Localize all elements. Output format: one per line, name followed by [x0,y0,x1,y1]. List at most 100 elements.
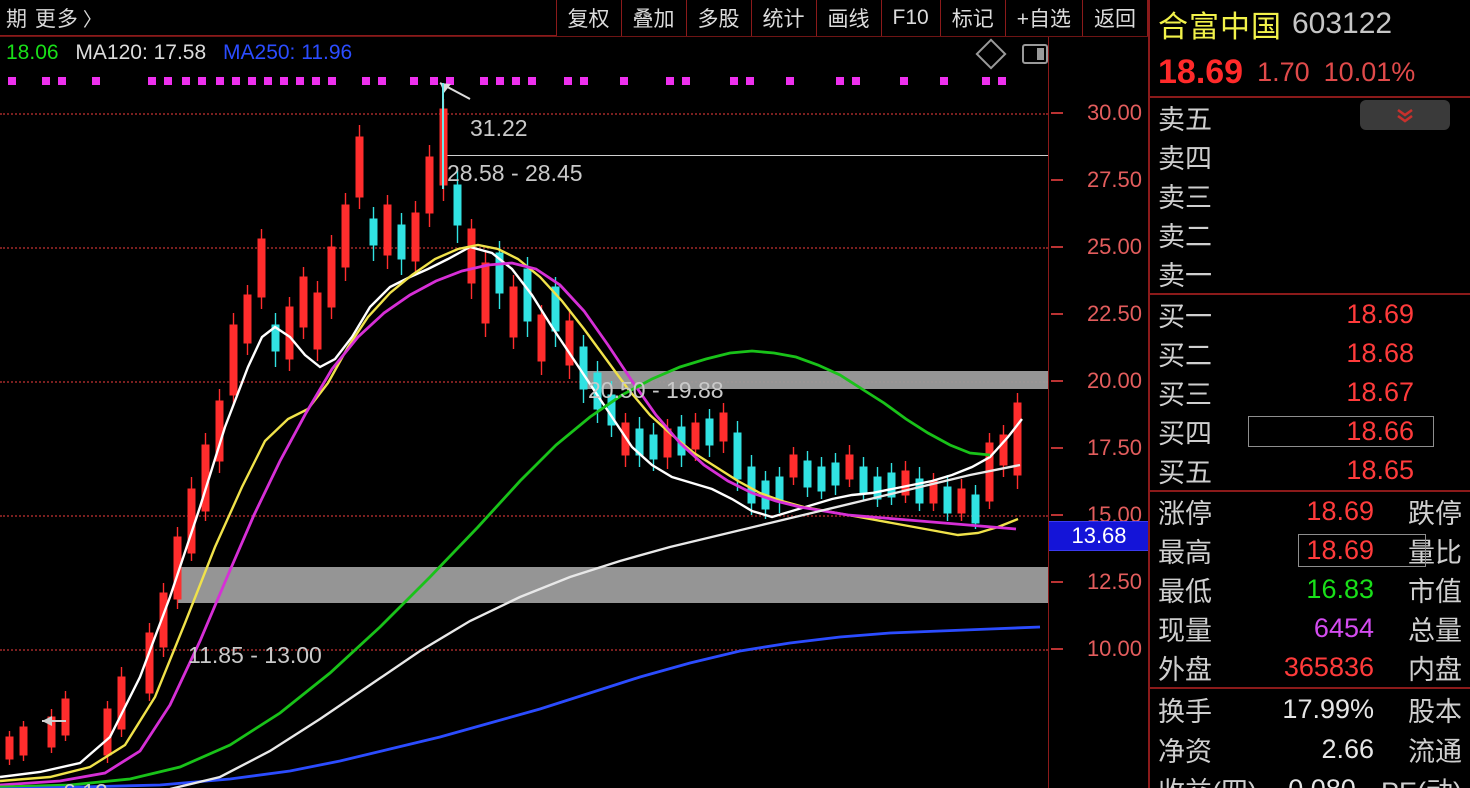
price-change-pct: 10.01% [1323,56,1416,87]
base-price-arrow-icon [42,716,66,726]
gridline-25 [0,247,1048,249]
price-tick-25: 25.00 [1086,234,1142,259]
order-row-sell5[interactable]: 卖五 [1150,98,1470,137]
toolbar-button-back[interactable]: 返回 [1082,0,1148,36]
stat-label-limit-down: 跌停 [1408,499,1462,529]
anno-peak-target: 31.22 [470,115,528,141]
stat-value-eps: -0.080 [1279,774,1364,788]
gridline-20 [0,381,1048,383]
ma-line-blue-ma250 [0,625,1041,788]
order-row-sell1[interactable]: 卖一 [1150,254,1470,293]
order-label-sell4: 卖四 [1158,144,1212,174]
order-row-sell3[interactable]: 卖三 [1150,176,1470,215]
price-tick-2250: 22.50 [1086,301,1142,326]
gridline-15 [0,515,1048,517]
stat-label-low: 最低 [1158,577,1212,607]
stock-title[interactable]: 合富中国 603122 [1150,0,1470,48]
chevron-right-icon: 〉 [82,9,103,31]
order-label-buy5: 买五 [1158,458,1212,488]
quote-panel: 合富中国 603122 18.69 1.70 10.01% 卖五 卖四 [1148,0,1470,788]
order-book-buy: 买一 18.69 买二 18.68 买三 18.67 买四 18.66 买五 1… [1150,295,1470,492]
stat-label-net-assets: 净资 [1158,736,1212,767]
stat-value-turnover: 17.99% [1282,693,1374,724]
stat-value-outer: 365836 [1283,652,1374,682]
stock-name: 合富中国 [1158,11,1282,44]
ma-line-white-long-ma120 [169,463,1021,788]
order-label-buy3: 买三 [1158,380,1212,410]
stat-row-high[interactable]: 最高 18.69 量比 [1150,531,1470,570]
toolbar-button-fuquan[interactable]: 复权 [555,0,621,36]
price-tick-1750: 17.50 [1086,435,1142,460]
stat-label-high: 最高 [1158,538,1212,568]
stat-value-low: 16.83 [1306,574,1374,604]
stat-row-current-volume[interactable]: 现量 6454 总量 [1150,609,1470,648]
stat-label-market-cap: 市值 [1408,577,1462,607]
stat-value-limit-up: 18.69 [1306,496,1374,526]
ma-line-magenta [0,261,1017,787]
order-row-sell4[interactable]: 卖四 [1150,137,1470,176]
toolbar-button-f10[interactable]: F10 [880,0,940,36]
order-row-buy2[interactable]: 买二 18.68 [1150,334,1470,373]
kline-series [0,82,1041,788]
order-row-sell2[interactable]: 卖二 [1150,215,1470,254]
marker-dot-row [0,77,1048,87]
collapse-button[interactable] [1360,100,1450,130]
stat-highlight-box [1298,534,1426,567]
stat-row-limit[interactable]: 涨停 18.69 跌停 [1150,492,1470,531]
quote-statistics: 涨停 18.69 跌停 最高 18.69 量比 最低 16.83 市值 现量 6… [1150,492,1470,689]
kline-chart[interactable]: 18.06 MA120: 17.58 MA250: 11.96 [0,36,1148,788]
stat-row-net-assets[interactable]: 净资 2.66 流通 [1150,729,1470,769]
toolbar-button-huaxian[interactable]: 画线 [815,0,881,36]
toolbar-left-label[interactable]: 期 更多 〉 [6,0,103,36]
toolbar-button-tongji[interactable]: 统计 [750,0,816,36]
stat-label-limit-up: 涨停 [1158,499,1212,529]
price-tick-2750: 27.50 [1086,167,1142,192]
diamond-icon[interactable] [975,38,1007,70]
order-price-buy3: 18.67 [1346,377,1414,407]
order-price-buy2: 18.68 [1346,338,1414,368]
toolbar-buttons: 复权 叠加 多股 统计 画线 F10 标记 +自选 返回 [555,0,1148,36]
current-price-marker: 13.68 [1049,521,1148,551]
last-price: 18.69 [1158,52,1244,91]
annotation-arrow-icon [439,82,471,100]
price-tick-20: 20.00 [1086,368,1142,393]
toolbar-button-duogu[interactable]: 多股 [685,0,751,36]
toolbar-button-add-watchlist[interactable]: +自选 [1004,0,1082,36]
stat-value-net-assets: 2.66 [1321,733,1374,764]
price-tick-30: 30.00 [1086,100,1142,125]
gridline-30 [0,113,1048,115]
order-row-buy4[interactable]: 买四 18.66 [1150,412,1470,451]
stat-label-current-volume: 现量 [1158,616,1212,646]
stat-value-current-volume: 6454 [1313,613,1374,643]
anno-mid-zone: 20.50 - 19.88 [588,377,724,403]
price-tick-10: 10.00 [1086,636,1142,661]
stat-row-outer-volume[interactable]: 外盘 365836 内盘 [1150,648,1470,687]
quote-footer-metrics: 换手 17.99% 股本 净资 2.66 流通 收益(四) -0.080 PE(… [1150,689,1470,788]
chart-plot-area[interactable]: 31.22 28.58 - 28.45 20.50 - 19.88 11.85 … [0,37,1048,788]
order-row-buy3[interactable]: 买三 18.67 [1150,373,1470,412]
order-label-buy4: 买四 [1158,419,1212,449]
stat-label-volume-ratio: 量比 [1408,538,1462,568]
stat-label-turnover: 换手 [1158,696,1212,727]
panel-layout-icon[interactable] [1022,44,1048,64]
order-label-sell5: 卖五 [1158,105,1212,135]
order-row-buy5[interactable]: 买五 18.65 [1150,451,1470,490]
order-label-buy2: 买二 [1158,341,1212,371]
stat-row-turnover[interactable]: 换手 17.99% 股本 [1150,689,1470,729]
anno-support-zone: 11.85 - 13.00 [188,642,322,668]
anno-resistance-zone: 28.58 - 28.45 [447,160,583,186]
toolbar-button-diejia[interactable]: 叠加 [620,0,686,36]
stat-row-low[interactable]: 最低 16.83 市值 [1150,570,1470,609]
ma-line-white-short [0,245,1023,779]
double-chevron-down-icon [1397,108,1413,123]
toolbar-button-biaoji[interactable]: 标记 [939,0,1005,36]
order-row-buy1[interactable]: 买一 18.69 [1150,295,1470,334]
stat-row-eps[interactable]: 收益(四) -0.080 PE(动) [1150,769,1470,788]
legend-ma120: MA120: 17.58 [75,41,207,64]
stat-value-high: 18.69 [1306,535,1374,565]
chart-header-icons [975,38,1048,70]
anno-base-price: ←6.12 [40,779,108,788]
order-book-sell: 卖五 卖四 卖三 卖二 卖一 [1150,98,1470,295]
stat-label-total-volume: 总量 [1408,616,1462,646]
stat-label-inner: 内盘 [1408,655,1462,685]
